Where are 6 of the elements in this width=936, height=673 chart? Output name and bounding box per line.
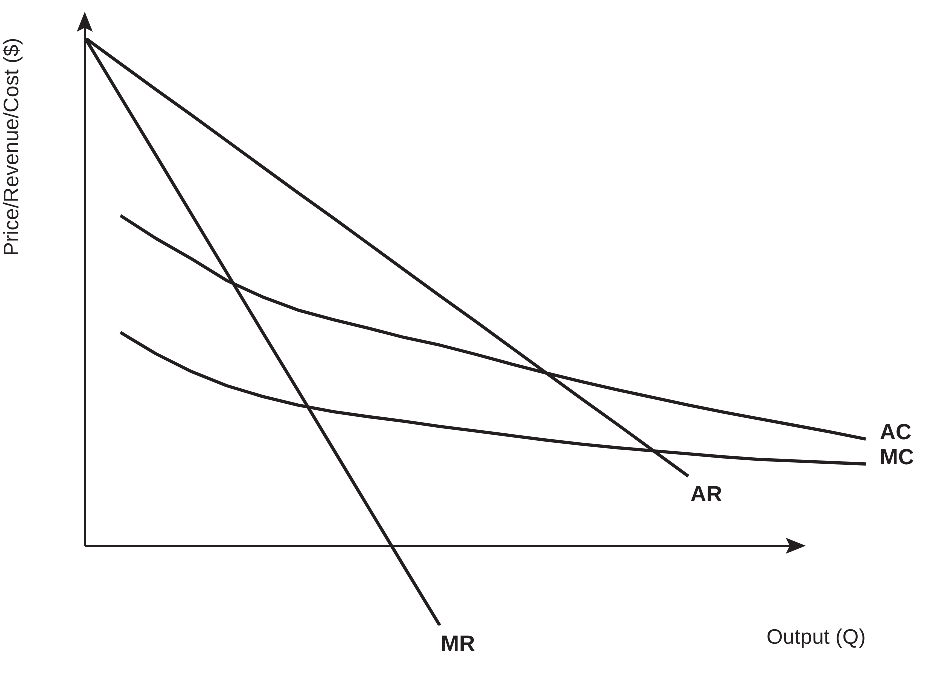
y-axis-title: Price/Revenue/Cost ($) — [0, 38, 24, 256]
series-label: MC — [880, 444, 914, 470]
series-label: AC — [880, 419, 912, 444]
series-label: MR — [441, 630, 476, 656]
series-label: AR — [690, 482, 723, 506]
x-axis-title: Output (Q) — [766, 626, 866, 650]
